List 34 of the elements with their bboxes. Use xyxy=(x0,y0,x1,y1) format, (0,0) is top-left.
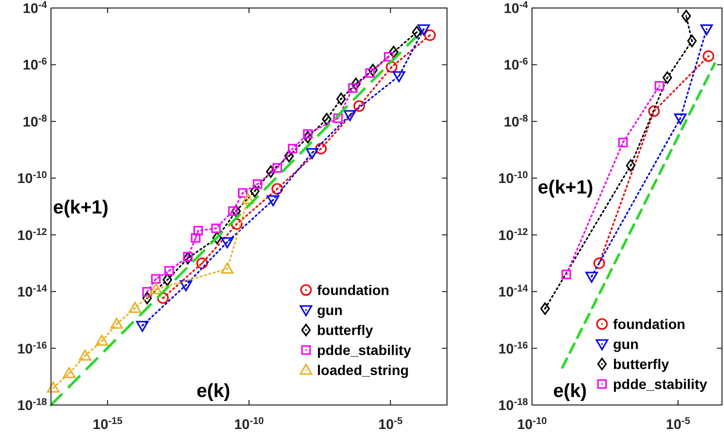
y-tick-label: 10$^{-18}$ xyxy=(17,396,48,413)
y-tick-label: 10$^{-14}$ xyxy=(498,283,529,300)
y-tick-label: 10$^{-6}$ xyxy=(22,56,48,73)
x-tick-label: 10$^{-5}$ xyxy=(378,416,404,432)
y-tick-label: 10$^{-4}$ xyxy=(22,0,48,16)
legend-label: gun xyxy=(317,302,343,318)
legend-label: foundation xyxy=(613,316,686,332)
x-tick-label: 10$^{-5}$ xyxy=(666,416,691,432)
y-tick-label: 10$^{-8}$ xyxy=(22,112,48,130)
y-tick-label: 10$^{-10}$ xyxy=(498,170,529,186)
x-tick-label: 10$^{-10}$ xyxy=(517,416,548,432)
legend-label: pdde_stability xyxy=(613,376,708,392)
y-tick-label: 10$^{-8}$ xyxy=(504,112,529,130)
legend-label: butterfly xyxy=(613,356,670,372)
x-tick-label: 10$^{-15}$ xyxy=(92,416,123,432)
legend-label: pdde_stability xyxy=(317,342,412,358)
y-axis-title: e(k+1) xyxy=(538,178,594,199)
x-tick-label: 10$^{-10}$ xyxy=(234,416,264,432)
y-tick-label: 10$^{-10}$ xyxy=(17,170,48,186)
legend-label: butterfly xyxy=(317,322,374,338)
y-tick-label: 10$^{-12}$ xyxy=(17,226,48,243)
y-tick-label: 10$^{-6}$ xyxy=(504,56,529,73)
y-tick-label: 10$^{-4}$ xyxy=(504,0,529,16)
y-tick-label: 10$^{-14}$ xyxy=(17,283,48,300)
x-axis-title: e(k) xyxy=(196,381,230,402)
legend-label: foundation xyxy=(317,282,390,298)
y-tick-label: 10$^{-16}$ xyxy=(498,340,529,356)
y-tick-label: 10$^{-12}$ xyxy=(498,226,529,243)
y-tick-label: 10$^{-16}$ xyxy=(17,340,48,356)
legend-label: gun xyxy=(613,336,639,352)
x-axis-title: e(k) xyxy=(553,381,587,402)
y-tick-label: 10$^{-18}$ xyxy=(498,396,529,413)
legend-label: loaded_string xyxy=(317,362,409,378)
y-axis-title: e(k+1) xyxy=(53,198,108,218)
